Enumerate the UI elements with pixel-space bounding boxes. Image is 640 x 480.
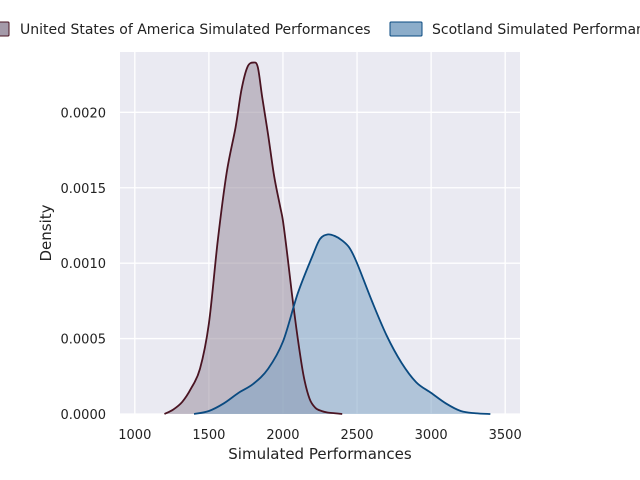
y-tick-label: 0.0020 [61, 106, 107, 121]
density-line-usa [164, 61, 343, 415]
x-tick-label: 1500 [192, 428, 225, 443]
x-tick-label: 2000 [266, 428, 299, 443]
y-tick-label: 0.0000 [61, 408, 107, 423]
legend-label-usa: United States of America Simulated Perfo… [20, 22, 371, 38]
x-axis-title: Simulated Performances [228, 445, 412, 463]
y-axis-title: Density [37, 204, 55, 261]
y-tick-label: 0.0015 [61, 182, 107, 197]
legend-swatch-usa [0, 21, 10, 37]
x-tick-labels: 1000 1500 2000 2500 3000 3500 [118, 428, 521, 443]
density-lines [164, 61, 491, 415]
x-tick-label: 3500 [489, 428, 522, 443]
density-line-scotland [193, 233, 491, 415]
x-tick-label: 1000 [118, 428, 151, 443]
legend: United States of America Simulated Perfo… [0, 21, 640, 38]
y-tick-labels: 0.0000 0.0005 0.0010 0.0015 0.0020 [61, 106, 107, 423]
legend-swatch-scotland [389, 21, 423, 37]
y-tick-label: 0.0010 [61, 257, 107, 272]
legend-label-scotland: Scotland Simulated Performances [432, 22, 640, 38]
x-tick-label: 2500 [340, 428, 373, 443]
x-tick-label: 3000 [415, 428, 448, 443]
y-tick-label: 0.0005 [61, 333, 107, 348]
